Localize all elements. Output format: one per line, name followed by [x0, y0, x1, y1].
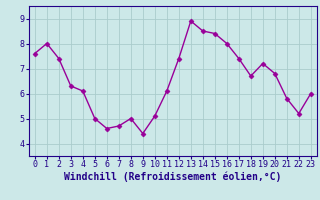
X-axis label: Windchill (Refroidissement éolien,°C): Windchill (Refroidissement éolien,°C) [64, 172, 282, 182]
